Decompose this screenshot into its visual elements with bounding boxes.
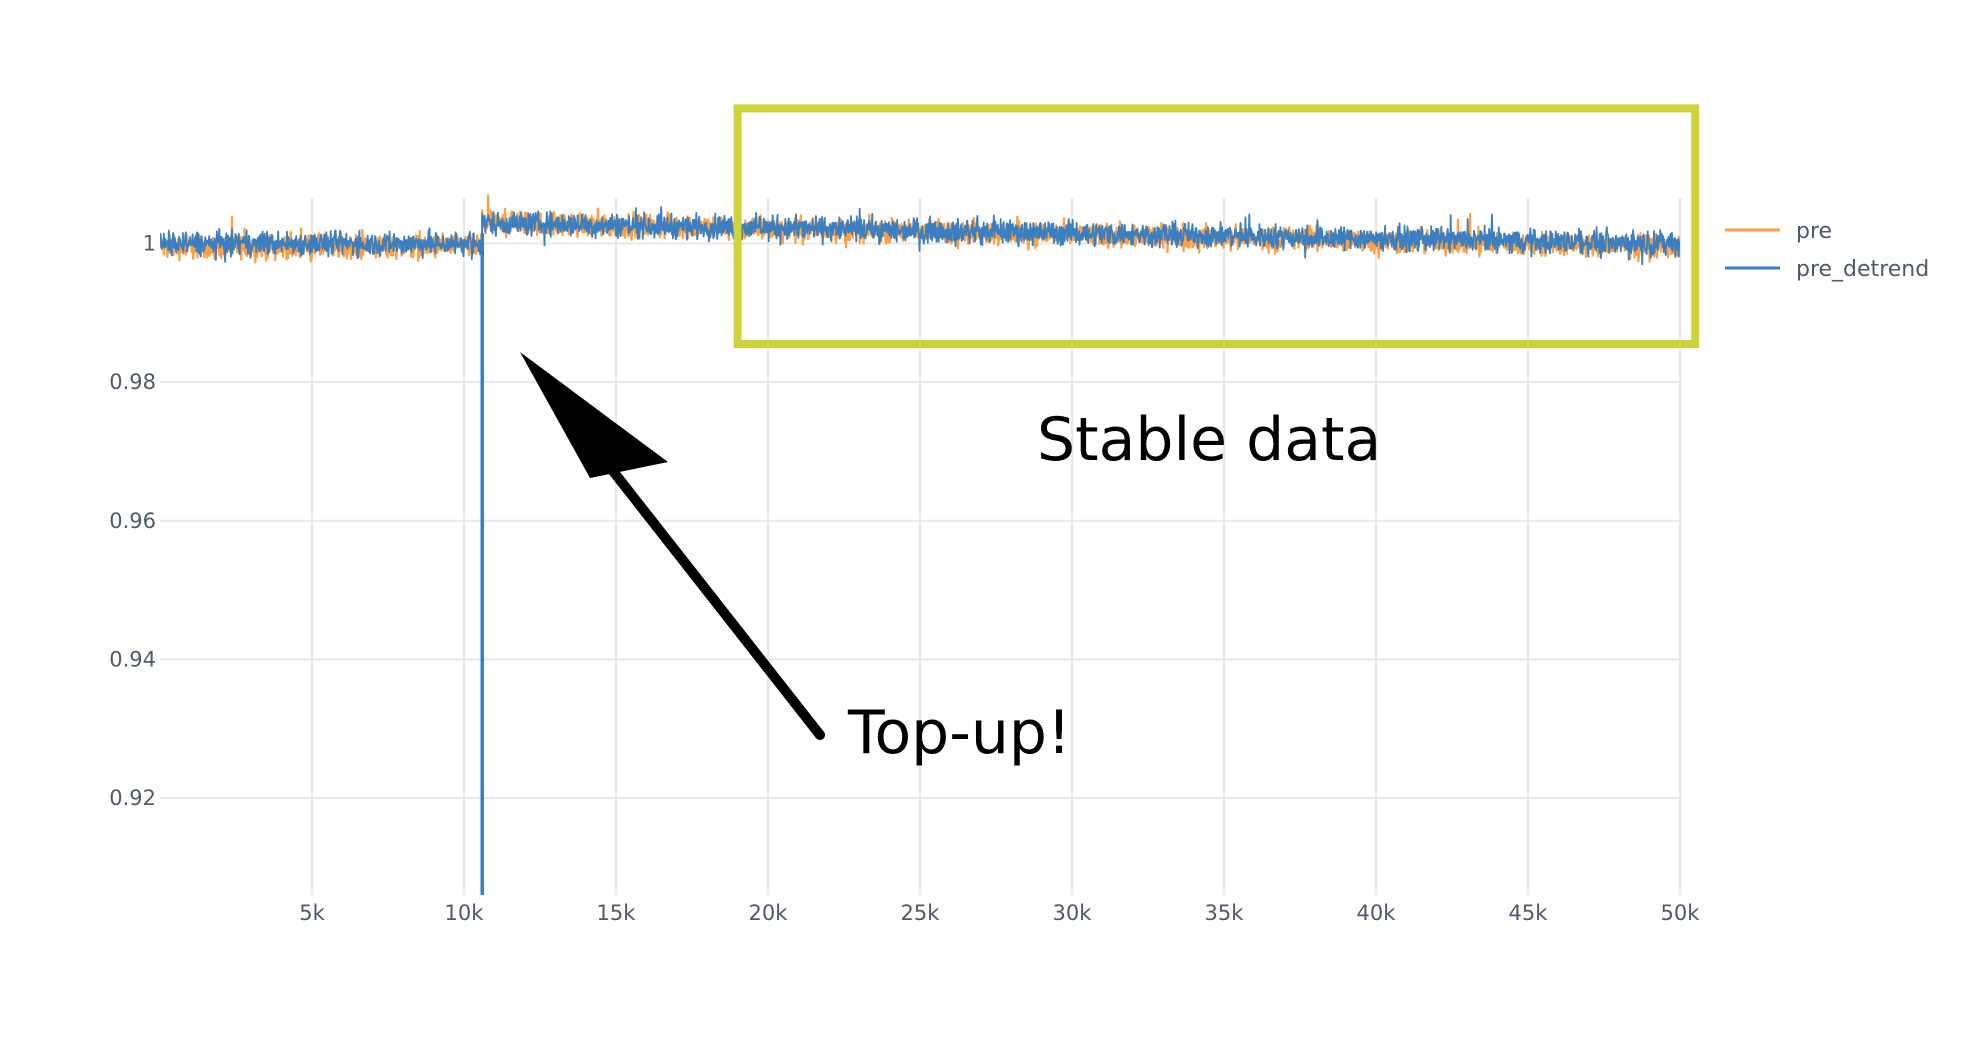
x-tick-label: 40k xyxy=(1357,901,1397,925)
x-tick-label: 45k xyxy=(1509,901,1549,925)
gridlines xyxy=(160,198,1681,895)
y-tick-label: 0.92 xyxy=(109,786,156,810)
annotations: Stable data Top-up! xyxy=(520,104,1700,768)
x-tick-label: 50k xyxy=(1661,901,1701,925)
y-axis-ticks: 0.92 0.94 0.96 0.98 1 xyxy=(109,232,156,810)
x-tick-label: 10k xyxy=(445,901,485,925)
top-up-label: Top-up! xyxy=(847,698,1071,768)
legend-label-pre_detrend: pre_detrend xyxy=(1796,257,1929,282)
y-tick-label: 1 xyxy=(143,232,156,256)
x-tick-label: 30k xyxy=(1053,901,1093,925)
y-tick-label: 0.94 xyxy=(109,647,156,671)
y-tick-label: 0.96 xyxy=(109,509,156,533)
y-tick-label: 0.98 xyxy=(109,370,156,394)
legend-label-pre: pre xyxy=(1796,219,1832,244)
top-up-arrow-head xyxy=(520,352,668,478)
stable-data-box xyxy=(733,104,1700,349)
x-tick-label: 15k xyxy=(597,901,637,925)
x-tick-label: 20k xyxy=(749,901,789,925)
x-axis-ticks: 5k 10k 15k 20k 25k 30k 35k 40k 45k 50k xyxy=(299,901,1700,925)
x-tick-label: 35k xyxy=(1205,901,1245,925)
legend: pre pre_detrend xyxy=(1725,219,1929,282)
x-tick-label: 5k xyxy=(299,901,325,925)
series-layer xyxy=(160,194,1680,895)
x-tick-label: 25k xyxy=(901,901,941,925)
stable-data-label: Stable data xyxy=(1037,405,1381,475)
top-up-arrow-shaft xyxy=(593,447,825,740)
series-line-pre_detrend xyxy=(160,206,1680,266)
